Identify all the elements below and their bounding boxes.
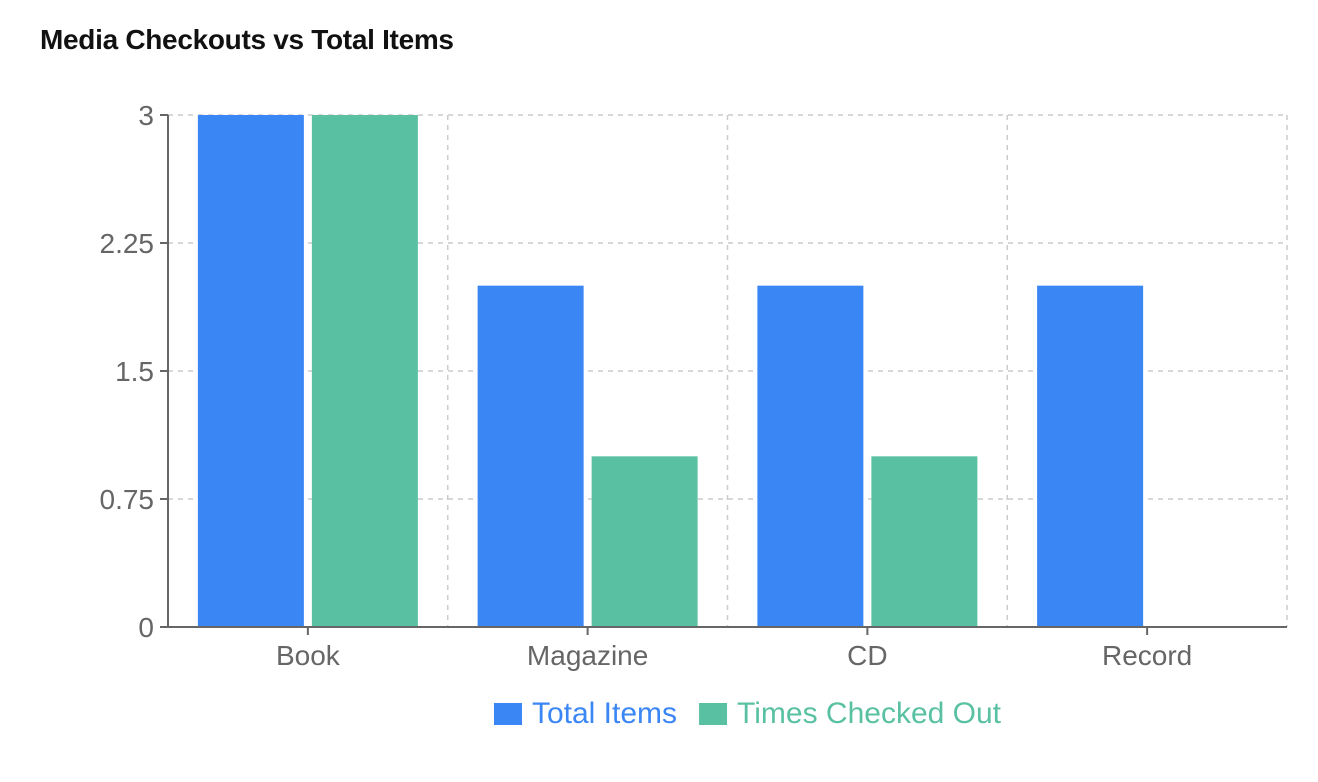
bar-book-times-checked-out[interactable] bbox=[311, 115, 418, 627]
y-tick-label: 0.75 bbox=[100, 484, 155, 515]
legend-swatch[interactable] bbox=[699, 703, 728, 725]
legend-label[interactable]: Total Items bbox=[532, 697, 677, 730]
bar-cd-total-items[interactable] bbox=[757, 285, 864, 627]
x-tick-label: Magazine bbox=[527, 640, 648, 671]
axes bbox=[160, 114, 1287, 635]
legend[interactable]: Total Items Times Checked Out bbox=[493, 697, 1002, 730]
chart-title: Media Checkouts vs Total Items bbox=[40, 24, 454, 55]
bar-record-total-items[interactable] bbox=[1037, 285, 1144, 627]
x-tick-label: CD bbox=[847, 640, 887, 671]
y-tick-label: 1.5 bbox=[115, 356, 154, 387]
bar-cd-times-checked-out[interactable] bbox=[871, 456, 978, 627]
bar-magazine-times-checked-out[interactable] bbox=[591, 456, 698, 627]
legend-swatch[interactable] bbox=[493, 703, 522, 725]
tick-labels: 0 0.75 1.5 2.25 3 Book Magazine CD Record bbox=[100, 100, 1193, 671]
y-tick-label: 2.25 bbox=[100, 228, 155, 259]
bar-book-total-items[interactable] bbox=[197, 115, 304, 627]
y-tick-label: 0 bbox=[138, 612, 154, 643]
legend-label[interactable]: Times Checked Out bbox=[737, 697, 1002, 730]
bars bbox=[197, 115, 1144, 627]
x-tick-label: Book bbox=[276, 640, 341, 671]
x-tick-label: Record bbox=[1102, 640, 1192, 671]
bar-magazine-total-items[interactable] bbox=[477, 285, 584, 627]
y-tick-label: 3 bbox=[138, 100, 154, 131]
